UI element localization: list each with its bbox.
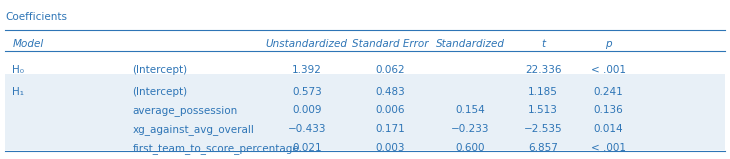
Text: first_team_to_score_percentage: first_team_to_score_percentage	[132, 143, 299, 154]
Text: 0.600: 0.600	[456, 143, 485, 153]
Text: Unstandardized: Unstandardized	[266, 39, 347, 49]
Text: 22.336: 22.336	[525, 65, 561, 75]
Text: −0.233: −0.233	[451, 124, 490, 134]
Text: (Intercept): (Intercept)	[132, 86, 188, 97]
Text: xg_against_avg_overall: xg_against_avg_overall	[132, 124, 254, 135]
Text: (Intercept): (Intercept)	[132, 65, 188, 75]
Text: Model: Model	[12, 39, 44, 49]
Text: Standard Error: Standard Error	[352, 39, 429, 49]
Text: 1.185: 1.185	[529, 86, 558, 97]
Text: 0.003: 0.003	[376, 143, 405, 153]
Text: H₀: H₀	[12, 65, 24, 75]
Text: Coefficients: Coefficients	[5, 12, 67, 22]
Text: Standardized: Standardized	[436, 39, 505, 49]
Text: 0.154: 0.154	[456, 105, 485, 115]
Text: 0.171: 0.171	[375, 124, 405, 134]
Text: < .001: < .001	[591, 143, 626, 153]
Text: −2.535: −2.535	[524, 124, 563, 134]
Text: 0.014: 0.014	[593, 124, 623, 134]
Text: 0.009: 0.009	[292, 105, 322, 115]
Text: H₁: H₁	[12, 86, 24, 97]
FancyBboxPatch shape	[5, 74, 725, 150]
Text: 0.006: 0.006	[376, 105, 405, 115]
Text: average_possession: average_possession	[132, 105, 237, 116]
Text: −0.433: −0.433	[288, 124, 326, 134]
Text: p: p	[605, 39, 612, 49]
Text: t: t	[541, 39, 545, 49]
Text: 0.062: 0.062	[376, 65, 405, 75]
Text: < .001: < .001	[591, 65, 626, 75]
Text: 0.241: 0.241	[593, 86, 623, 97]
Text: 0.573: 0.573	[292, 86, 322, 97]
Text: 1.513: 1.513	[529, 105, 558, 115]
Text: 0.136: 0.136	[593, 105, 623, 115]
Text: 0.483: 0.483	[375, 86, 405, 97]
Text: 1.392: 1.392	[292, 65, 322, 75]
Text: 0.021: 0.021	[292, 143, 322, 153]
Text: 6.857: 6.857	[529, 143, 558, 153]
